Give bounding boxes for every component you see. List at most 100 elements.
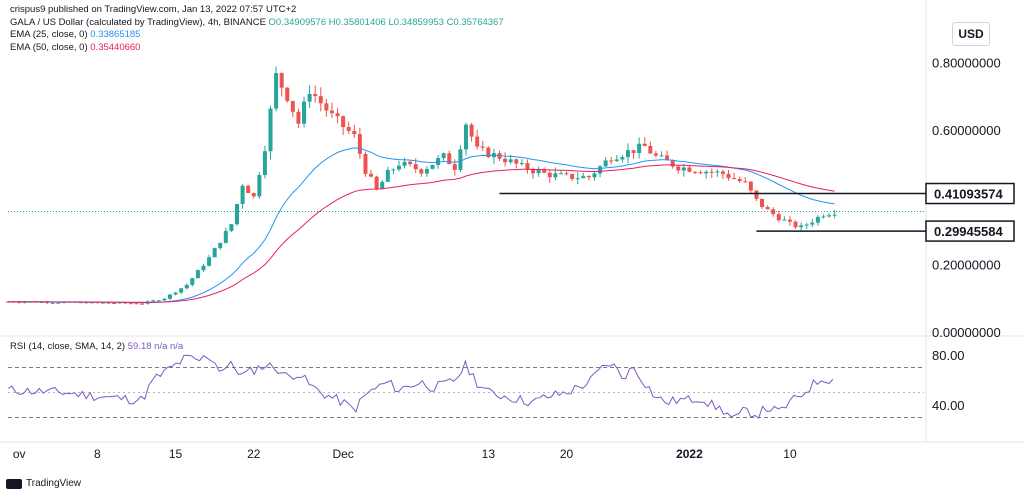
rsi-line <box>7 354 834 419</box>
price-tick-label: 0.80000000 <box>932 55 1001 70</box>
candle-body <box>84 302 89 304</box>
candle-body <box>335 113 340 117</box>
candle-body <box>302 101 307 124</box>
candle-body <box>274 73 279 109</box>
candle-body <box>525 163 530 170</box>
time-tick-label: 2022 <box>676 447 703 461</box>
candle-body <box>698 172 703 174</box>
candle-body <box>212 248 217 258</box>
candle-body <box>480 146 485 148</box>
candle-body <box>625 150 630 158</box>
chart-header: crispus9 published on TradingView.com, J… <box>10 4 504 54</box>
candle-body <box>45 302 50 304</box>
candle-body <box>50 302 55 304</box>
publish-info: published on TradingView.com, Jan 13, 20… <box>48 4 297 15</box>
candle-body <box>402 161 407 166</box>
author[interactable]: crispus9 <box>10 4 46 15</box>
candle-body <box>251 193 256 197</box>
symbol-title[interactable]: GALA / US Dollar (calculated by TradingV… <box>10 16 266 28</box>
candle-body <box>357 134 362 154</box>
time-tick-label: 10 <box>783 447 797 461</box>
candle-body <box>173 292 178 295</box>
candle-body <box>542 169 547 173</box>
candle-body <box>581 176 586 179</box>
candle-body <box>341 116 346 128</box>
candle-body <box>592 173 597 178</box>
candle-body <box>821 216 826 218</box>
candle-body <box>475 136 480 147</box>
candle-body <box>61 302 66 304</box>
currency-button[interactable]: USD <box>952 22 990 46</box>
candle-body <box>815 216 820 223</box>
candle-body <box>17 302 22 304</box>
candle-body <box>190 278 195 285</box>
candle-body <box>653 153 658 156</box>
candle-body <box>380 181 385 190</box>
candle-body <box>804 224 809 226</box>
candle-body <box>614 159 619 162</box>
candle-body <box>290 101 295 112</box>
candle-body <box>793 221 798 228</box>
candle-body <box>167 294 172 299</box>
candle-body <box>307 93 312 102</box>
level-label-box <box>925 220 1015 242</box>
candle-body <box>268 108 273 152</box>
rsi-label: RSI (14, close, SMA, 14, 2) <box>10 341 126 352</box>
time-tick-label: 13 <box>482 447 496 461</box>
candle-body <box>22 302 27 304</box>
candle-body <box>687 167 692 172</box>
candle-body <box>665 155 670 161</box>
ema25-legend[interactable]: EMA (25, close, 0) 0.33865185 <box>10 29 504 42</box>
candle-body <box>396 165 401 170</box>
candle-body <box>363 153 368 174</box>
candle-body <box>715 171 720 173</box>
ohlc-values: O0.34909576 H0.35801406 L0.34859953 C0.3… <box>268 16 504 28</box>
candle-body <box>726 173 731 179</box>
candle-body <box>642 143 647 147</box>
candle-body <box>743 181 748 183</box>
candle-body <box>106 302 111 304</box>
candle-body <box>536 169 541 174</box>
candle-body <box>827 215 832 217</box>
time-tick-label: 20 <box>560 447 574 461</box>
candle-body <box>207 257 212 266</box>
ema50-legend[interactable]: EMA (50, close, 0) 0.35440660 <box>10 42 504 55</box>
candle-body <box>486 147 491 158</box>
candle-body <box>140 303 145 305</box>
rsi-legend[interactable]: RSI (14, close, SMA, 14, 2) 59.18 n/a n/… <box>10 341 183 352</box>
candle-body <box>765 206 770 210</box>
rsi-tick-label: 40.00 <box>932 398 965 413</box>
time-tick-label: 15 <box>169 447 183 461</box>
candle-body <box>558 173 563 175</box>
candle-body <box>162 298 167 301</box>
brand-name[interactable]: TradingView <box>26 478 82 489</box>
price-pane <box>6 66 928 305</box>
candle-body <box>346 127 351 131</box>
candle-body <box>570 173 575 179</box>
candle-body <box>553 173 558 178</box>
candle-body <box>156 300 161 302</box>
candle-body <box>760 198 765 207</box>
candle-body <box>693 171 697 173</box>
level-label: 0.41093574 <box>934 187 1003 202</box>
candle-body <box>419 169 424 174</box>
chart-svg[interactable]: 0.80000000 0.60000000 0.20000000 0.00000000… <box>0 0 1024 478</box>
candle-body <box>659 155 664 157</box>
candle-body <box>117 302 122 304</box>
candle-body <box>620 157 625 160</box>
candle-body <box>218 242 223 249</box>
candle-body <box>262 151 267 176</box>
candle-body <box>564 173 569 175</box>
candle-body <box>464 124 468 150</box>
candle-body <box>296 111 301 124</box>
candle-body <box>324 103 329 111</box>
candle-body <box>754 190 759 199</box>
ema50-label: EMA (50, close, 0) <box>10 41 88 53</box>
candle-body <box>134 303 139 305</box>
price-tick-label: 0.20000000 <box>932 258 1001 273</box>
candle-body <box>810 222 815 225</box>
candle-body <box>782 219 787 221</box>
candle-body <box>240 185 245 205</box>
ema50-line <box>8 164 835 303</box>
candle-body <box>503 158 508 163</box>
